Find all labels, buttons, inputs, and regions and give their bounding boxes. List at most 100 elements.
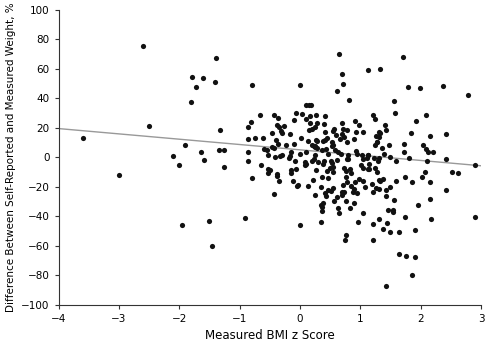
Point (335, 52, 343, 57)
Point (368, 190, 376, 195)
Point (345, 205, 353, 211)
Point (360, 178, 368, 183)
Point (411, 227, 419, 232)
Point (293, 110, 300, 116)
Point (368, 181, 376, 187)
Point (372, 134, 380, 139)
Point (338, 151, 345, 156)
Point (200, 157, 208, 162)
Point (376, 178, 384, 184)
Point (372, 169, 380, 175)
Point (379, 227, 387, 232)
Point (259, 135, 267, 141)
Point (341, 135, 348, 140)
Point (318, 147, 326, 152)
Y-axis label: Difference Between Self-Reported and Measured Weight, %: Difference Between Self-Reported and Mea… (5, 2, 16, 312)
Point (359, 156, 367, 161)
Point (375, 134, 383, 140)
Point (347, 170, 355, 175)
Point (407, 130, 415, 136)
Point (278, 130, 286, 136)
Point (347, 183, 355, 189)
Point (276, 153, 284, 158)
Point (216, 128, 224, 133)
Point (208, 243, 216, 248)
Point (374, 158, 382, 164)
Point (328, 160, 336, 166)
Point (389, 207, 396, 213)
Point (352, 148, 360, 154)
Point (375, 216, 383, 221)
Point (327, 159, 335, 164)
Point (79, 135, 87, 141)
Point (334, 205, 342, 211)
Point (390, 98, 398, 104)
Point (404, 84, 412, 89)
Point (399, 55, 407, 60)
Point (275, 178, 283, 183)
Point (382, 193, 390, 198)
Point (304, 183, 312, 189)
Point (340, 182, 347, 187)
Point (448, 169, 456, 175)
Point (170, 153, 177, 159)
Point (145, 124, 153, 129)
Point (382, 122, 390, 128)
Point (331, 147, 339, 153)
Point (382, 283, 390, 289)
Point (360, 166, 368, 171)
Point (242, 215, 249, 220)
Point (365, 152, 372, 158)
Point (318, 204, 326, 210)
Point (322, 193, 330, 198)
Point (378, 145, 386, 150)
Point (296, 151, 304, 157)
Point (264, 170, 272, 175)
Point (355, 176, 363, 181)
Point (212, 55, 220, 61)
Point (429, 150, 437, 155)
Point (175, 162, 183, 167)
Point (336, 136, 344, 142)
Point (286, 131, 294, 137)
Point (373, 140, 381, 145)
Point (313, 139, 321, 144)
Point (387, 184, 394, 190)
Point (305, 102, 313, 108)
Point (292, 167, 299, 172)
Point (320, 129, 328, 135)
Point (317, 219, 325, 224)
Point (349, 189, 357, 195)
Point (329, 169, 337, 175)
Point (302, 149, 310, 154)
Point (297, 135, 305, 141)
Point (379, 176, 387, 181)
Point (301, 159, 309, 165)
Point (442, 188, 450, 193)
Point (311, 143, 319, 148)
Point (327, 188, 335, 193)
Point (302, 117, 310, 122)
Point (345, 97, 353, 103)
Point (306, 113, 314, 119)
Point (307, 102, 315, 108)
Point (296, 222, 304, 228)
Point (405, 155, 413, 160)
Point (302, 161, 310, 167)
Point (272, 122, 280, 128)
Point (318, 208, 326, 213)
Point (375, 129, 383, 135)
Point (312, 144, 319, 150)
Point (382, 127, 390, 133)
Point (248, 83, 256, 88)
Point (343, 179, 351, 185)
Point (455, 170, 463, 176)
Point (265, 166, 272, 172)
Point (471, 215, 479, 220)
Point (341, 237, 349, 243)
Point (329, 185, 337, 191)
Point (333, 157, 341, 163)
Point (382, 188, 390, 193)
Point (332, 133, 340, 138)
Point (390, 197, 398, 203)
